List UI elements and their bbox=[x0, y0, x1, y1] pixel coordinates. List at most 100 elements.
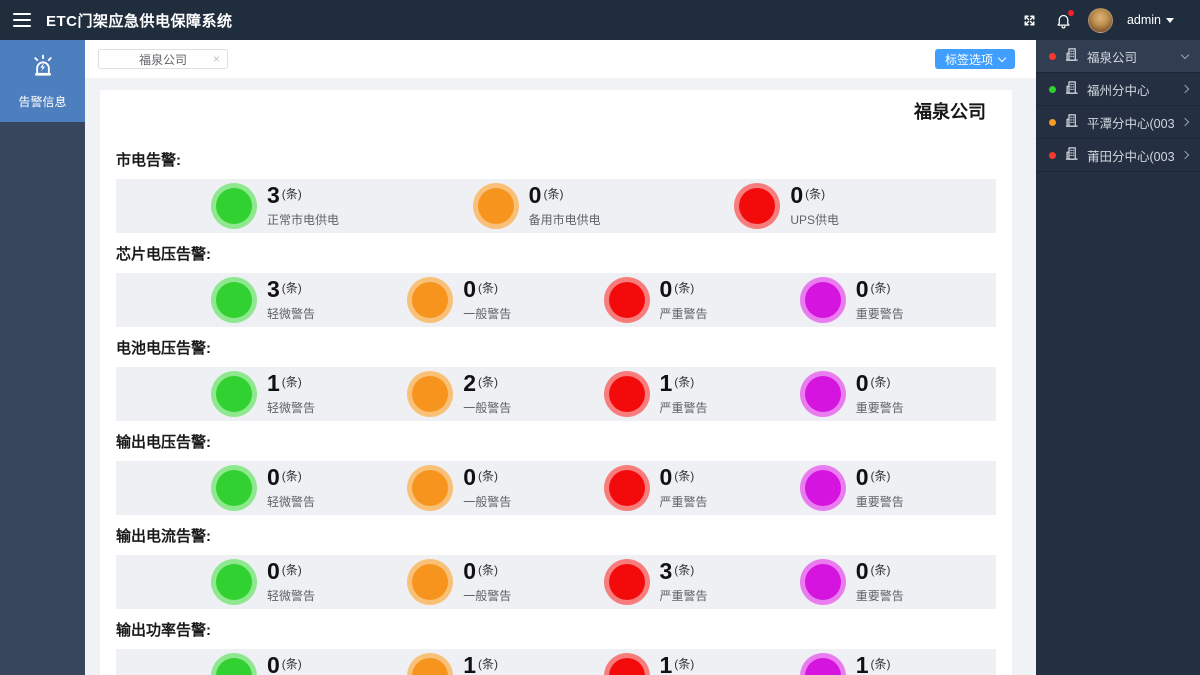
alarm-count-unit: (条) bbox=[870, 281, 891, 295]
alarm-stat: 1 (条) 重要警告 bbox=[799, 652, 996, 675]
section-row: 0 (条) 轻微警告 1 (条) 一般警告 1 (条) 严重警告 bbox=[116, 649, 996, 675]
alarm-stat: 0 (条) 重要警告 bbox=[799, 370, 996, 417]
alarm-type-label: 一般警告 bbox=[463, 589, 512, 603]
status-circle-icon bbox=[799, 653, 846, 675]
alarm-type-label: 一般警告 bbox=[463, 307, 512, 321]
status-circle-icon bbox=[799, 371, 846, 417]
status-circle-icon bbox=[211, 183, 257, 229]
alarm-count-unit: (条) bbox=[281, 469, 302, 483]
alarm-count-unit: (条) bbox=[674, 375, 695, 389]
status-circle-icon bbox=[211, 371, 257, 417]
tree-node-item[interactable]: 福泉公司 bbox=[1036, 40, 1200, 73]
alarm-stat: 0 (条) 备用市电供电 bbox=[472, 183, 735, 229]
section-row: 3 (条) 轻微警告 0 (条) 一般警告 0 (条) 严重警告 bbox=[116, 273, 996, 327]
alarm-type-label: 正常市电供电 bbox=[267, 213, 340, 227]
building-icon bbox=[1064, 113, 1079, 131]
alarm-count: 2 bbox=[463, 370, 477, 396]
fullscreen-icon[interactable] bbox=[1020, 10, 1040, 30]
chevron-right-icon bbox=[1180, 84, 1190, 94]
user-avatar[interactable] bbox=[1087, 7, 1113, 33]
alarm-count-unit: (条) bbox=[674, 281, 695, 295]
page-title: 福泉公司 bbox=[914, 102, 986, 122]
building-icon bbox=[1064, 47, 1079, 65]
clear-icon[interactable]: × bbox=[212, 52, 220, 66]
company-select[interactable]: 福泉公司 × bbox=[98, 49, 228, 69]
status-circle-icon bbox=[407, 465, 454, 511]
section-heading: 输出功率告警: bbox=[116, 622, 211, 639]
building-icon bbox=[1064, 146, 1079, 164]
alarm-stat: 0 (条) 重要警告 bbox=[799, 277, 996, 323]
status-circle-icon bbox=[799, 465, 846, 511]
alarm-count-unit: (条) bbox=[674, 469, 695, 483]
alarm-type-label: 严重警告 bbox=[659, 307, 708, 321]
alarm-stat: 0 (条) 轻微警告 bbox=[211, 559, 407, 605]
right-sidebar-tree: 福泉公司 福州分中心 平潭分中心(0030) bbox=[1036, 40, 1200, 675]
alarm-stat: 2 (条) 一般警告 bbox=[407, 371, 603, 417]
alarm-stat: 1 (条) 严重警告 bbox=[603, 653, 800, 675]
alarm-count: 1 bbox=[267, 370, 280, 396]
alarm-count: 0 bbox=[855, 464, 869, 490]
alarm-type-label: 重要警告 bbox=[855, 401, 904, 415]
alarm-count-unit: (条) bbox=[805, 187, 826, 201]
alarm-stat: 3 (条) 正常市电供电 bbox=[211, 183, 473, 229]
alarm-type-label: 严重警告 bbox=[659, 589, 708, 603]
alarm-stat: 1 (条) 一般警告 bbox=[407, 653, 603, 675]
status-circle-icon bbox=[211, 559, 257, 605]
alarm-count: 1 bbox=[855, 652, 869, 675]
alarm-section: 输出电压告警: 0 (条) 轻微警告 0 (条) 一般警告 0 (条) bbox=[116, 434, 996, 515]
chevron-down-icon bbox=[1180, 50, 1190, 59]
alarm-count: 1 bbox=[463, 652, 477, 675]
status-circle-icon bbox=[211, 465, 257, 511]
alarm-type-label: 重要警告 bbox=[855, 495, 904, 509]
alarm-count: 0 bbox=[267, 464, 280, 490]
sidebar-item-label: 告警信息 bbox=[18, 94, 67, 109]
status-circle-icon bbox=[211, 653, 257, 675]
alarm-count-unit: (条) bbox=[870, 563, 891, 577]
alarm-stat: 0 (条) UPS供电 bbox=[734, 183, 996, 229]
alarm-count-unit: (条) bbox=[478, 563, 499, 577]
tree-node-label: 平潭分中心(0030) bbox=[1087, 116, 1174, 131]
tag-options-button[interactable]: 标签选项 bbox=[934, 49, 1015, 69]
alarm-count-unit: (条) bbox=[281, 281, 302, 295]
app-title: ETC门架应急供电保障系统 bbox=[46, 12, 233, 30]
alarm-type-label: 严重警告 bbox=[659, 495, 708, 509]
hamburger-menu-icon[interactable] bbox=[13, 13, 31, 27]
status-circle-icon bbox=[603, 559, 650, 605]
status-circle-icon bbox=[407, 277, 454, 323]
tree-node-item[interactable]: 福州分中心 bbox=[1036, 73, 1200, 106]
notification-bell-icon[interactable] bbox=[1054, 10, 1074, 30]
alarm-count-unit: (条) bbox=[870, 657, 891, 671]
alarm-count: 0 bbox=[855, 370, 869, 396]
alarm-stat: 3 (条) 严重警告 bbox=[603, 558, 800, 605]
tree-node-item[interactable]: 莆田分中心(0031) bbox=[1036, 139, 1200, 172]
sidebar-item-alarm-info[interactable]: 告警信息 bbox=[0, 40, 85, 122]
alarm-type-label: 轻微警告 bbox=[267, 495, 316, 509]
alarm-type-label: 轻微警告 bbox=[267, 401, 316, 415]
alarm-count: 0 bbox=[659, 464, 673, 490]
user-menu[interactable]: admin bbox=[1127, 13, 1174, 27]
alarm-type-label: 严重警告 bbox=[659, 401, 708, 415]
status-dot-icon bbox=[1049, 52, 1056, 60]
alarm-stat: 0 (条) 严重警告 bbox=[603, 277, 800, 323]
alarm-section: 电池电压告警: 1 (条) 轻微警告 2 (条) 一般警告 1 (条) bbox=[116, 340, 996, 421]
notification-badge bbox=[1067, 10, 1074, 16]
alarm-stat: 0 (条) 一般警告 bbox=[407, 465, 603, 511]
alarm-count-unit: (条) bbox=[478, 281, 499, 295]
alarm-section: 市电告警: 3 (条) 正常市电供电 0 (条) 备用市电供电 0 (条) bbox=[116, 152, 996, 233]
alarm-count: 3 bbox=[267, 276, 280, 302]
status-circle-icon bbox=[799, 277, 846, 323]
tree-node-item[interactable]: 平潭分中心(0030) bbox=[1036, 106, 1200, 139]
section-heading: 电池电压告警: bbox=[116, 340, 211, 357]
content-scroll-area[interactable]: 福泉公司 市电告警: 3 (条) 正常市电供电 0 (条) 备用市电供电 bbox=[85, 78, 1036, 675]
status-circle-icon bbox=[211, 277, 257, 323]
status-circle-icon bbox=[407, 559, 454, 605]
alarm-count-unit: (条) bbox=[870, 469, 891, 483]
alarm-count: 3 bbox=[659, 558, 673, 584]
chevron-right-icon bbox=[1180, 150, 1190, 160]
section-heading: 芯片电压告警: bbox=[116, 246, 211, 263]
chevron-down-icon bbox=[1166, 17, 1174, 23]
alarm-count-unit: (条) bbox=[281, 657, 302, 671]
alarm-stat: 0 (条) 一般警告 bbox=[407, 559, 603, 605]
alarm-count-unit: (条) bbox=[281, 375, 302, 389]
alarm-count-unit: (条) bbox=[674, 563, 695, 577]
